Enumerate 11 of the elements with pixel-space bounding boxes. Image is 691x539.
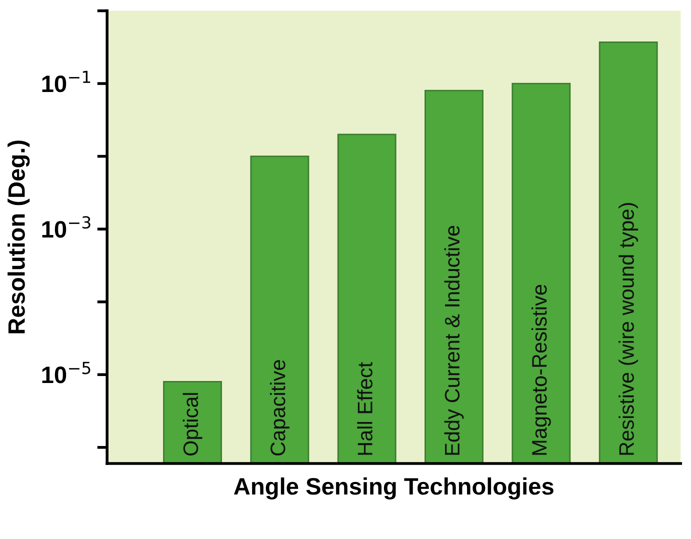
x-tick-label: Capacitive xyxy=(270,360,290,456)
x-tick-label: Magneto-Resistive xyxy=(531,284,551,455)
x-axis-title: Angle Sensing Technologies xyxy=(234,477,554,500)
x-tick-label: Eddy Current & Inductive xyxy=(444,226,464,455)
y-tick-label: 10$^{−3}$ xyxy=(42,216,90,238)
x-tick-label: Resistive (wire wound type) xyxy=(618,203,638,455)
y-axis-title: Resolution (Deg.) xyxy=(8,140,30,334)
x-tick-label: Optical xyxy=(182,393,202,456)
y-tick-label: 10$^{−5}$ xyxy=(42,362,90,384)
y-tick-label: 10$^{−1}$ xyxy=(42,70,90,92)
x-tick-label: Hall Effect xyxy=(357,362,372,455)
